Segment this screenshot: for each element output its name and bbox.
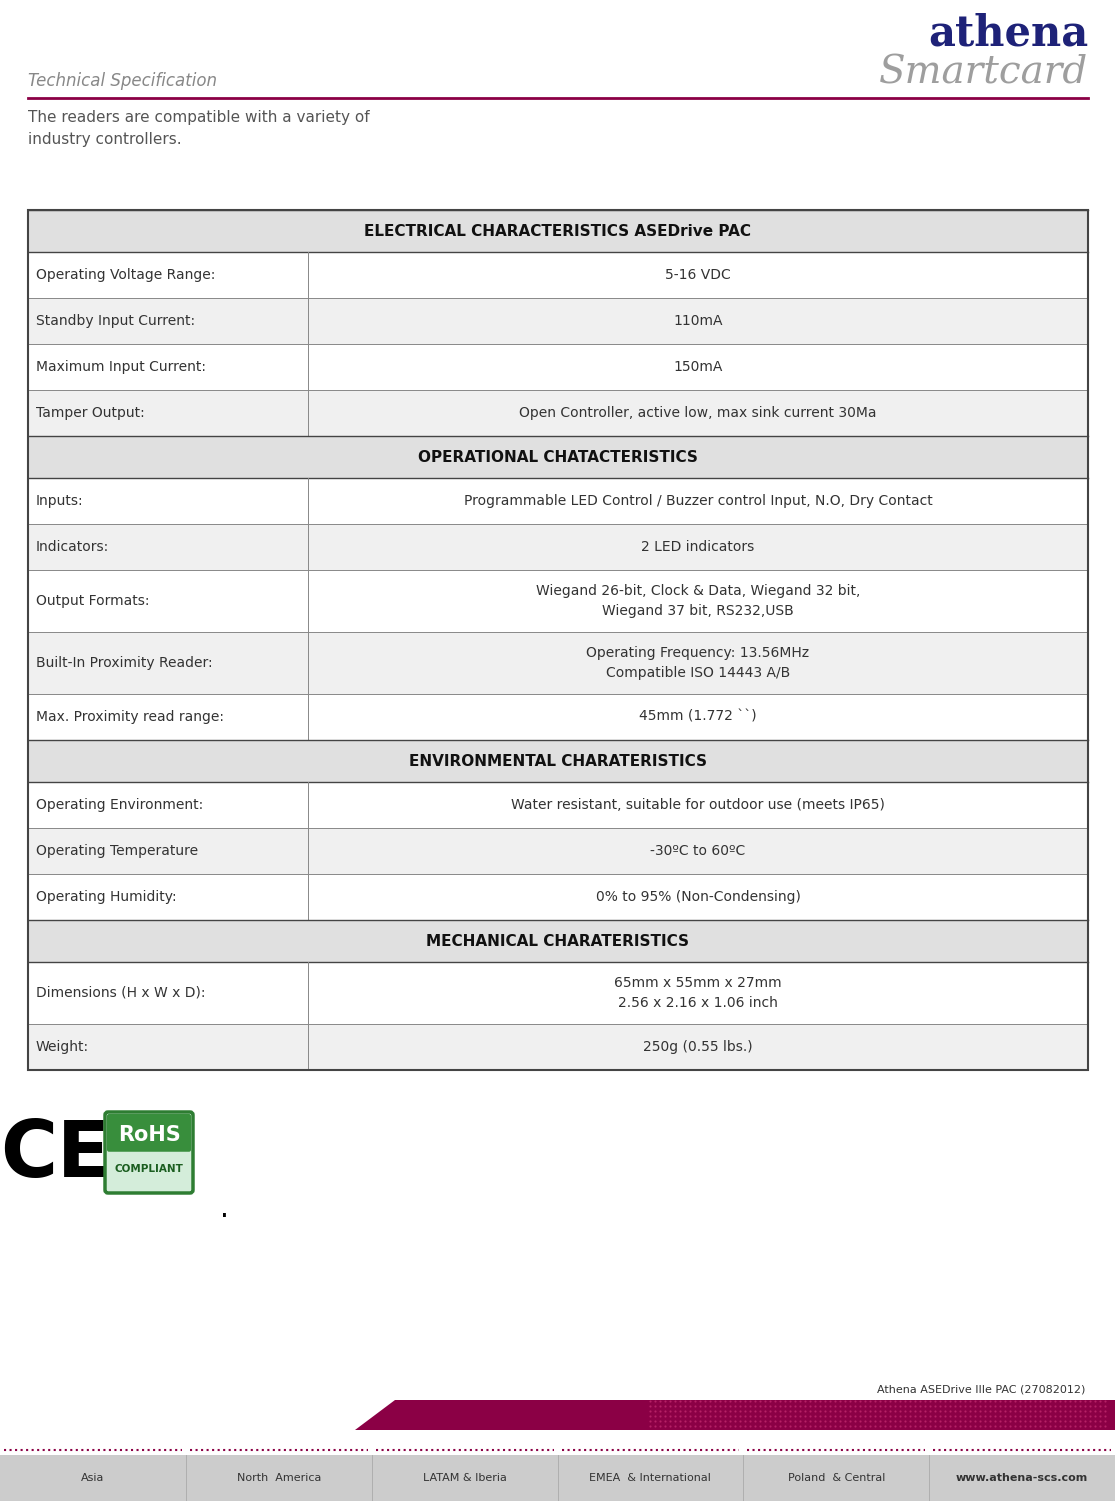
Text: Tamper Output:: Tamper Output: — [36, 405, 145, 420]
Text: Inputs:: Inputs: — [36, 494, 84, 507]
Bar — [28, 299, 1088, 344]
Text: Indicators:: Indicators: — [36, 540, 109, 554]
Bar — [28, 477, 1088, 524]
FancyBboxPatch shape — [107, 1114, 191, 1151]
Bar — [28, 252, 1088, 299]
Text: Wiegand 26-bit, Clock & Data, Wiegand 32 bit,
Wiegand 37 bit, RS232,USB: Wiegand 26-bit, Clock & Data, Wiegand 32… — [536, 584, 860, 618]
Text: Built-In Proximity Reader:: Built-In Proximity Reader: — [36, 656, 213, 669]
Bar — [0, 1454, 1115, 1501]
Text: 65mm x 55mm x 27mm
2.56 x 2.16 x 1.06 inch: 65mm x 55mm x 27mm 2.56 x 2.16 x 1.06 in… — [614, 976, 782, 1010]
Text: 0% to 95% (Non-Condensing): 0% to 95% (Non-Condensing) — [595, 890, 801, 904]
Text: Water resistant, suitable for outdoor use (meets IP65): Water resistant, suitable for outdoor us… — [511, 799, 885, 812]
Bar — [28, 570, 1088, 632]
Text: MECHANICAL CHARATERISTICS: MECHANICAL CHARATERISTICS — [427, 934, 689, 949]
Bar — [28, 435, 1088, 477]
Text: 5-16 VDC: 5-16 VDC — [666, 269, 730, 282]
Text: OPERATIONAL CHATACTERISTICS: OPERATIONAL CHATACTERISTICS — [418, 449, 698, 464]
Text: Dimensions (H x W x D):: Dimensions (H x W x D): — [36, 986, 205, 1000]
Text: Operating Humidity:: Operating Humidity: — [36, 890, 176, 904]
Text: Operating Voltage Range:: Operating Voltage Range: — [36, 269, 215, 282]
Text: Max. Proximity read range:: Max. Proximity read range: — [36, 710, 224, 723]
Text: The readers are compatible with a variety of
industry controllers.: The readers are compatible with a variet… — [28, 110, 370, 147]
Text: Weight:: Weight: — [36, 1040, 89, 1054]
Bar — [28, 390, 1088, 435]
Text: athena: athena — [928, 12, 1088, 54]
Text: Operating Environment:: Operating Environment: — [36, 799, 203, 812]
Bar — [28, 344, 1088, 390]
FancyBboxPatch shape — [105, 1112, 193, 1193]
Text: Standby Input Current:: Standby Input Current: — [36, 314, 195, 329]
Bar — [28, 782, 1088, 829]
Text: Asia: Asia — [81, 1472, 105, 1483]
Text: Athena ASEDrive IIIe PAC (27082012): Athena ASEDrive IIIe PAC (27082012) — [876, 1385, 1085, 1394]
Polygon shape — [355, 1400, 1115, 1430]
Text: 250g (0.55 lbs.): 250g (0.55 lbs.) — [643, 1040, 753, 1054]
Bar — [28, 632, 1088, 693]
Bar — [28, 210, 1088, 252]
Bar — [28, 874, 1088, 920]
Text: Output Formats:: Output Formats: — [36, 594, 149, 608]
Text: Open Controller, active low, max sink current 30Ma: Open Controller, active low, max sink cu… — [520, 405, 876, 420]
Text: COMPLIANT: COMPLIANT — [115, 1163, 184, 1174]
Bar — [28, 1024, 1088, 1070]
Text: 2 LED indicators: 2 LED indicators — [641, 540, 755, 554]
Text: Poland  & Central: Poland & Central — [787, 1472, 885, 1483]
Text: 110mA: 110mA — [673, 314, 723, 329]
Bar — [28, 962, 1088, 1024]
Bar — [28, 829, 1088, 874]
Bar — [28, 524, 1088, 570]
Bar — [28, 740, 1088, 782]
Text: Programmable LED Control / Buzzer control Input, N.O, Dry Contact: Programmable LED Control / Buzzer contro… — [464, 494, 932, 507]
Text: North  America: North America — [236, 1472, 321, 1483]
Text: Operating Frequency: 13.56MHz
Compatible ISO 14443 A/B: Operating Frequency: 13.56MHz Compatible… — [586, 647, 809, 680]
Text: Maximum Input Current:: Maximum Input Current: — [36, 360, 206, 374]
Text: .: . — [220, 1195, 229, 1223]
Bar — [28, 210, 1088, 1070]
Text: www.athena-scs.com: www.athena-scs.com — [956, 1472, 1088, 1483]
Text: Smartcard: Smartcard — [879, 56, 1088, 92]
Bar — [28, 920, 1088, 962]
Text: ENVIRONMENTAL CHARATERISTICS: ENVIRONMENTAL CHARATERISTICS — [409, 754, 707, 769]
Bar — [28, 693, 1088, 740]
Text: RoHS: RoHS — [117, 1126, 181, 1145]
Text: -30ºC to 60ºC: -30ºC to 60ºC — [650, 844, 746, 859]
Text: 45mm (1.772 ``): 45mm (1.772 ``) — [639, 710, 757, 723]
Text: ELECTRICAL CHARACTERISTICS ASEDrive PAC: ELECTRICAL CHARACTERISTICS ASEDrive PAC — [365, 224, 752, 239]
Text: EMEA  & International: EMEA & International — [590, 1472, 711, 1483]
Text: Operating Temperature: Operating Temperature — [36, 844, 198, 859]
Text: 150mA: 150mA — [673, 360, 723, 374]
Text: CE: CE — [0, 1117, 110, 1193]
Text: LATAM & Iberia: LATAM & Iberia — [423, 1472, 506, 1483]
Text: Technical Specification: Technical Specification — [28, 72, 217, 90]
